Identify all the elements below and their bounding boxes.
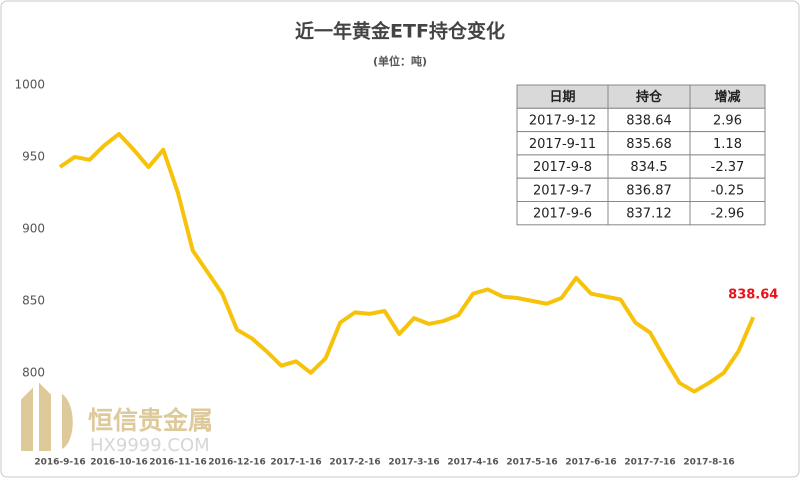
table-header: 持仓 <box>636 89 663 105</box>
table-text: 2017-9-7 <box>533 183 592 198</box>
logo-url: HX9999.COM <box>90 435 210 456</box>
x-tick-label: 2017-2-16 <box>329 458 380 468</box>
table-cell <box>689 201 766 226</box>
y-tick-label: 1000 <box>14 78 45 92</box>
table-header: 增减 <box>714 89 740 105</box>
x-tick-label: 2017-1-16 <box>270 458 321 468</box>
table-text: 835.68 <box>626 137 672 152</box>
y-tick-label: 950 <box>22 149 45 163</box>
x-tick-label: 2016-12-16 <box>208 458 266 468</box>
x-tick-label: 2016-10-16 <box>90 458 148 468</box>
y-tick-label: 850 <box>22 293 45 307</box>
x-tick-label: 2017-3-16 <box>388 458 439 468</box>
chart-subtitle: (单位：吨) <box>373 54 427 68</box>
table-text: 2017-9-11 <box>529 137 596 152</box>
x-tick-label: 2016-9-16 <box>34 458 85 468</box>
table-text: 837.12 <box>626 207 672 222</box>
data-table: 日期 持仓 增减 2017-9-12 838.64 2.96 2017-9-11 835.68… <box>516 84 766 226</box>
logo-text: 恒信贵金属 <box>88 406 213 435</box>
x-tick-label: 2017-4-16 <box>447 458 498 468</box>
data-label: 838.64 <box>728 288 778 303</box>
logo: 恒信贵金属 HX9999.COM <box>21 382 213 456</box>
table-text: -2.37 <box>711 160 745 175</box>
table-text: 2.96 <box>713 113 742 128</box>
x-tick-label: 2017-5-16 <box>506 458 557 468</box>
y-tick-label: 900 <box>22 221 45 235</box>
table-text: 2017-9-12 <box>529 113 596 128</box>
table-text: -2.96 <box>711 207 745 222</box>
y-tick-label: 800 <box>22 365 45 379</box>
table-text: 836.87 <box>626 183 672 198</box>
chart-title: 近一年黄金ETF持仓变化 <box>295 20 505 43</box>
x-tick-label: 2016-11-16 <box>149 458 207 468</box>
table-text: 834.5 <box>630 160 667 175</box>
x-tick-label: 2017-7-16 <box>624 458 675 468</box>
logo-icon <box>21 382 73 451</box>
line <box>58 131 756 394</box>
x-tick-label: 2017-6-16 <box>565 458 616 468</box>
table-text: 1.18 <box>713 137 742 152</box>
table-text: 2017-9-6 <box>533 207 592 222</box>
table-header: 日期 <box>549 90 575 105</box>
table-text: 2017-9-8 <box>533 160 592 175</box>
x-tick-label: 2017-8-16 <box>683 458 734 468</box>
table-text: -0.25 <box>711 183 745 198</box>
table-text: 838.64 <box>626 113 672 128</box>
